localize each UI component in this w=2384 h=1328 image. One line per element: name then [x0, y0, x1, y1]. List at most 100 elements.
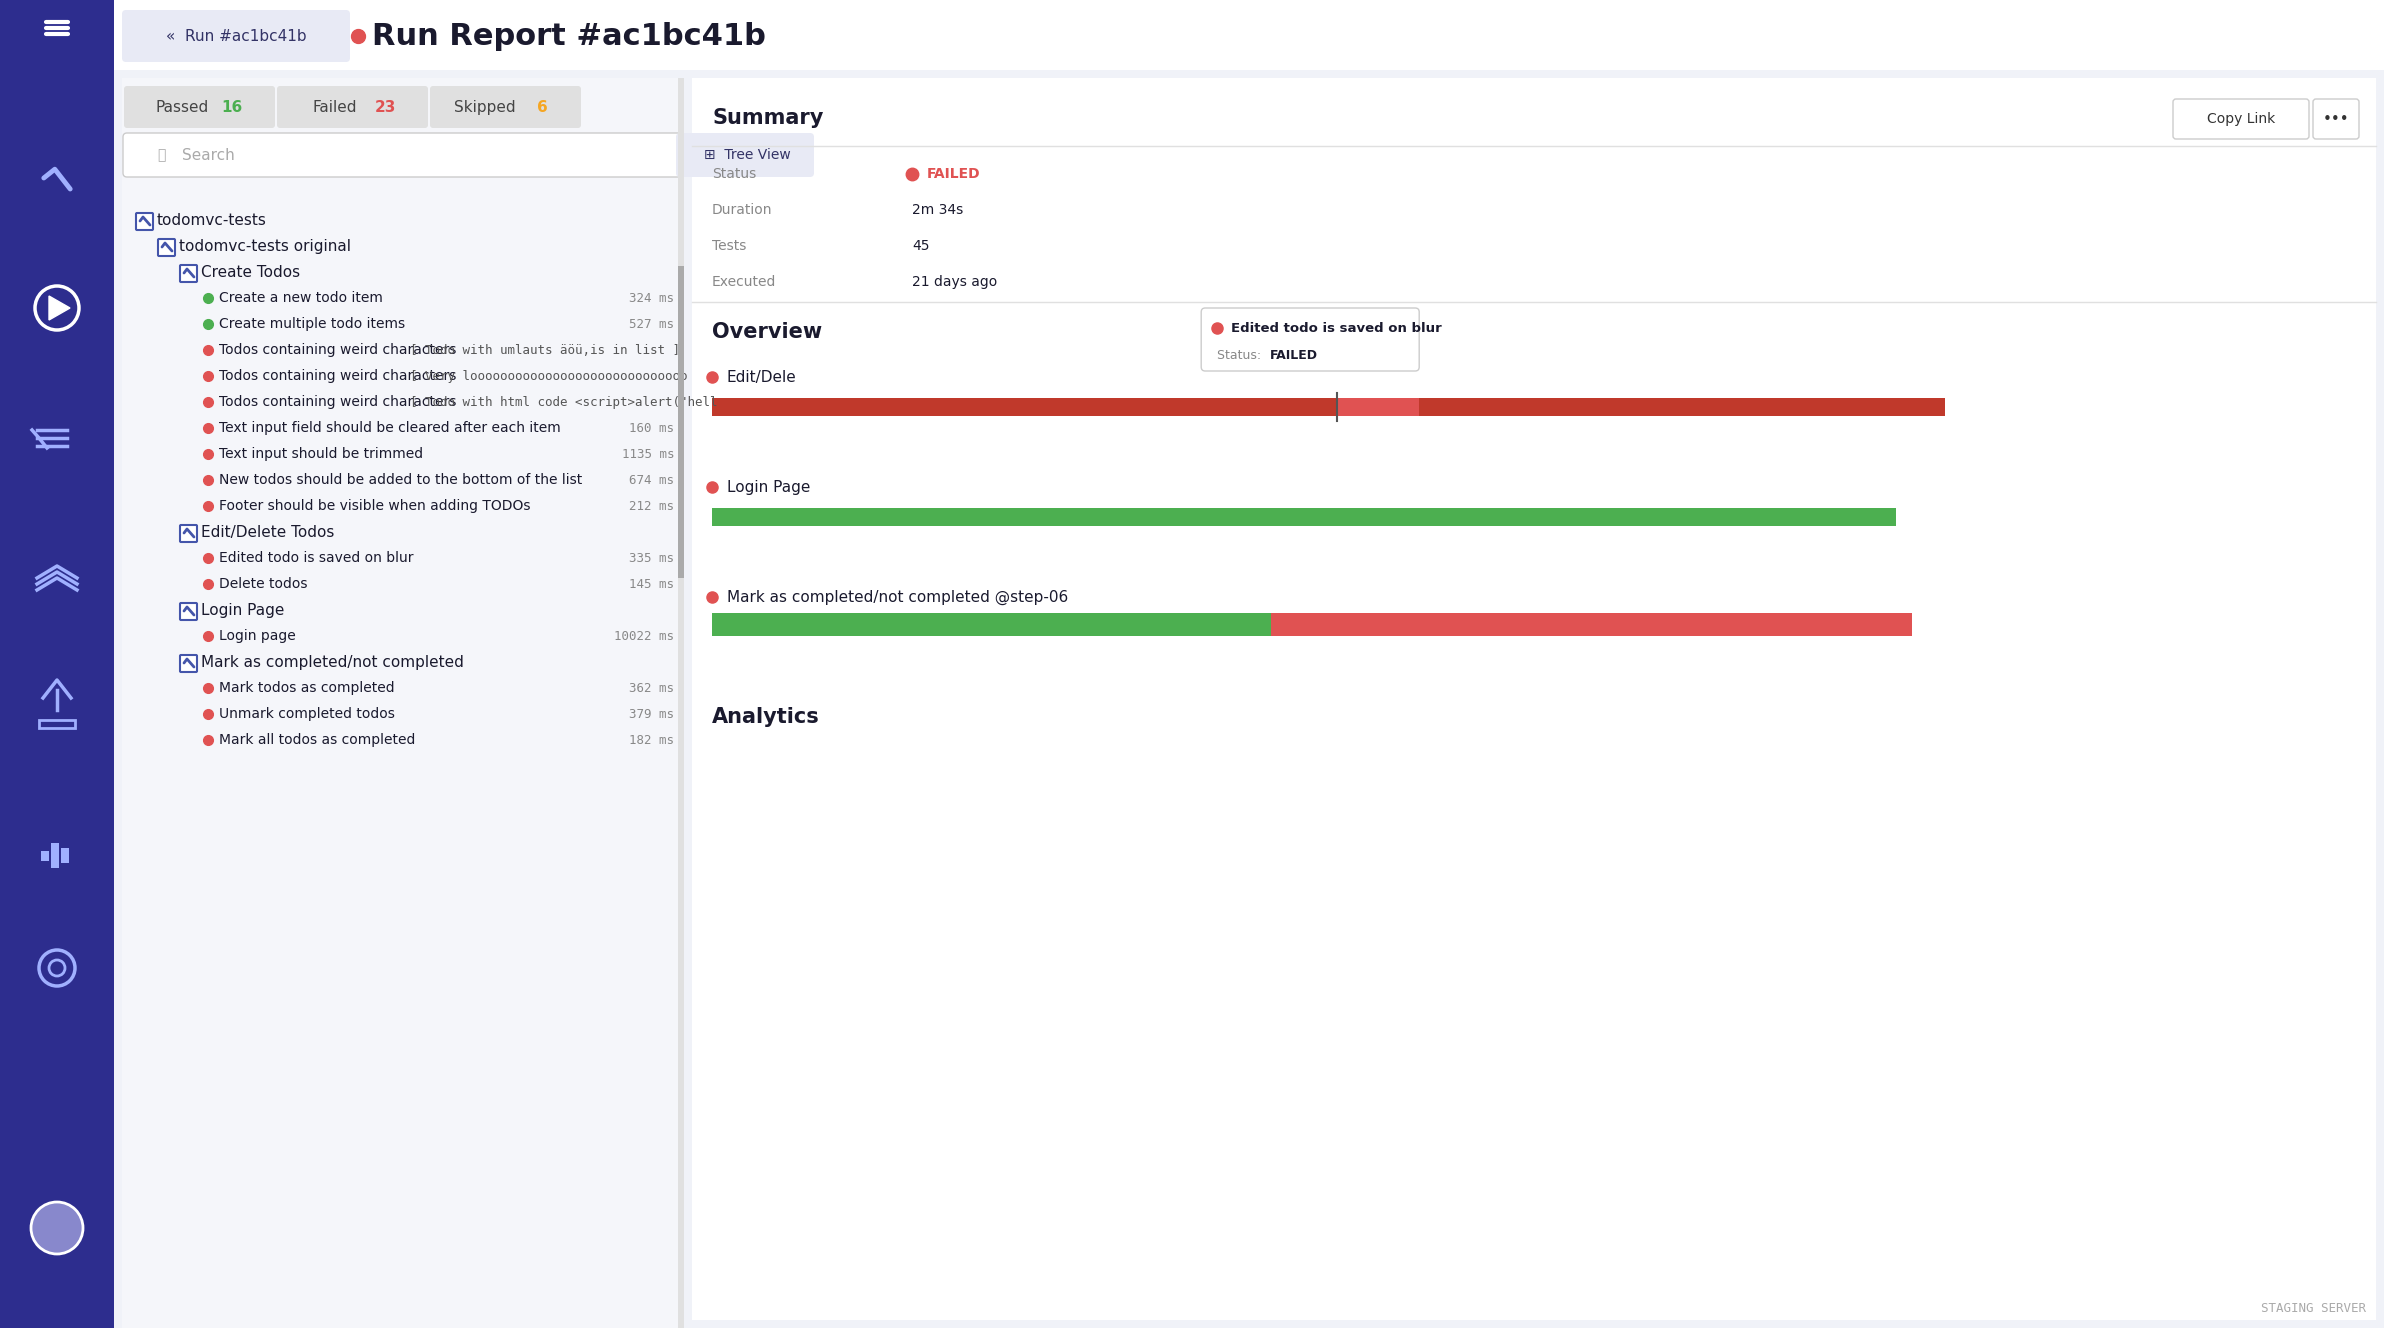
- FancyBboxPatch shape: [124, 133, 682, 177]
- Text: 212 ms: 212 ms: [629, 499, 675, 513]
- FancyBboxPatch shape: [122, 78, 682, 1328]
- Text: «  Run #ac1bc41b: « Run #ac1bc41b: [164, 28, 305, 44]
- Text: Edited todo is saved on blur: Edited todo is saved on blur: [1230, 321, 1442, 335]
- Text: Todos containing weird characters: Todos containing weird characters: [219, 394, 455, 409]
- FancyBboxPatch shape: [62, 849, 69, 863]
- FancyBboxPatch shape: [677, 78, 684, 1328]
- FancyBboxPatch shape: [181, 525, 198, 542]
- Text: Failed: Failed: [312, 100, 358, 114]
- Text: Search: Search: [181, 147, 234, 162]
- Text: 21 days ago: 21 days ago: [913, 275, 997, 290]
- Text: 145 ms: 145 ms: [629, 578, 675, 591]
- Text: Todos containing weird characters: Todos containing weird characters: [219, 343, 455, 357]
- FancyBboxPatch shape: [114, 0, 2384, 70]
- Text: 45: 45: [913, 239, 930, 254]
- Text: FAILED: FAILED: [927, 167, 980, 181]
- Text: 182 ms: 182 ms: [629, 733, 675, 746]
- Text: FAILED: FAILED: [1271, 348, 1318, 361]
- FancyBboxPatch shape: [691, 78, 2377, 1320]
- Text: Edited todo is saved on blur: Edited todo is saved on blur: [219, 551, 412, 564]
- Text: Login Page: Login Page: [727, 479, 811, 494]
- FancyBboxPatch shape: [2172, 100, 2310, 139]
- FancyBboxPatch shape: [1337, 398, 1418, 416]
- Text: 527 ms: 527 ms: [629, 317, 675, 331]
- Text: Delete todos: Delete todos: [219, 576, 308, 591]
- Text: Skipped: Skipped: [455, 100, 515, 114]
- Text: Edit/Delete Todos: Edit/Delete Todos: [200, 525, 334, 539]
- Text: Create a new todo item: Create a new todo item: [219, 291, 384, 305]
- Text: [ Todo with html code <script>alert("hell: [ Todo with html code <script>alert("hel…: [410, 396, 718, 409]
- Text: Analytics: Analytics: [713, 706, 820, 726]
- Text: Overview: Overview: [713, 321, 822, 343]
- Text: todomvc-tests: todomvc-tests: [157, 212, 267, 227]
- FancyBboxPatch shape: [713, 618, 1156, 636]
- Text: Tests: Tests: [713, 239, 746, 254]
- FancyBboxPatch shape: [157, 239, 174, 256]
- Text: STAGING SERVER: STAGING SERVER: [2260, 1301, 2365, 1315]
- Text: Unmark completed todos: Unmark completed todos: [219, 706, 396, 721]
- Text: todomvc-tests original: todomvc-tests original: [179, 239, 350, 254]
- Text: Mark all todos as completed: Mark all todos as completed: [219, 733, 415, 746]
- FancyBboxPatch shape: [181, 655, 198, 672]
- FancyBboxPatch shape: [136, 212, 153, 230]
- Text: 10022 ms: 10022 ms: [615, 629, 675, 643]
- FancyBboxPatch shape: [181, 266, 198, 282]
- Text: 6: 6: [536, 100, 548, 114]
- Text: Create Todos: Create Todos: [200, 264, 300, 279]
- Text: Status:: Status:: [1218, 348, 1266, 361]
- Polygon shape: [50, 296, 69, 320]
- FancyBboxPatch shape: [713, 614, 1156, 631]
- Text: 1135 ms: 1135 ms: [622, 448, 675, 461]
- FancyBboxPatch shape: [181, 603, 198, 620]
- Circle shape: [31, 1202, 83, 1254]
- FancyBboxPatch shape: [1271, 614, 1550, 631]
- Text: Edit/Dele: Edit/Dele: [727, 369, 796, 385]
- Text: [ Todo with umlauts äöü,is in list ]: [ Todo with umlauts äöü,is in list ]: [410, 344, 679, 356]
- FancyBboxPatch shape: [124, 86, 274, 127]
- Text: 160 ms: 160 ms: [629, 421, 675, 434]
- Text: Login page: Login page: [219, 629, 296, 643]
- Text: [ Very looooooooooooooooooooooooooooo: [ Very looooooooooooooooooooooooooooo: [410, 369, 689, 382]
- FancyBboxPatch shape: [1156, 618, 1271, 636]
- Text: Text input should be trimmed: Text input should be trimmed: [219, 448, 422, 461]
- Text: Login Page: Login Page: [200, 603, 284, 618]
- FancyBboxPatch shape: [429, 86, 582, 127]
- FancyBboxPatch shape: [713, 398, 1337, 416]
- FancyBboxPatch shape: [1418, 398, 1945, 416]
- Text: 16: 16: [222, 100, 243, 114]
- Text: Passed: Passed: [155, 100, 210, 114]
- Text: 379 ms: 379 ms: [629, 708, 675, 721]
- FancyBboxPatch shape: [677, 266, 684, 578]
- Text: Summary: Summary: [713, 108, 822, 127]
- FancyBboxPatch shape: [677, 133, 813, 177]
- Text: Mark as completed/not completed: Mark as completed/not completed: [200, 655, 465, 669]
- Text: •••: •••: [2322, 112, 2348, 126]
- Text: Footer should be visible when adding TODOs: Footer should be visible when adding TOD…: [219, 499, 532, 513]
- FancyBboxPatch shape: [1550, 614, 1912, 631]
- FancyBboxPatch shape: [122, 11, 350, 62]
- Text: Executed: Executed: [713, 275, 777, 290]
- Text: Mark as completed/not completed @step-06: Mark as completed/not completed @step-06: [727, 590, 1068, 604]
- FancyBboxPatch shape: [1202, 308, 1418, 371]
- FancyBboxPatch shape: [713, 509, 1895, 526]
- FancyBboxPatch shape: [41, 851, 50, 861]
- FancyBboxPatch shape: [50, 843, 60, 869]
- FancyBboxPatch shape: [1156, 614, 1271, 631]
- FancyBboxPatch shape: [114, 0, 2384, 1328]
- Text: Copy Link: Copy Link: [2208, 112, 2274, 126]
- Text: Create multiple todo items: Create multiple todo items: [219, 317, 405, 331]
- Text: Run Report #ac1bc41b: Run Report #ac1bc41b: [372, 21, 765, 50]
- FancyBboxPatch shape: [2312, 100, 2360, 139]
- Text: 324 ms: 324 ms: [629, 292, 675, 304]
- Text: New todos should be added to the bottom of the list: New todos should be added to the bottom …: [219, 473, 582, 487]
- Text: 2m 34s: 2m 34s: [913, 203, 963, 216]
- Text: Duration: Duration: [713, 203, 772, 216]
- Text: 335 ms: 335 ms: [629, 551, 675, 564]
- Text: 🔍: 🔍: [157, 147, 164, 162]
- FancyBboxPatch shape: [277, 86, 429, 127]
- Text: 362 ms: 362 ms: [629, 681, 675, 695]
- Text: Mark todos as completed: Mark todos as completed: [219, 681, 396, 695]
- Text: Text input field should be cleared after each item: Text input field should be cleared after…: [219, 421, 560, 436]
- Text: 674 ms: 674 ms: [629, 474, 675, 486]
- Text: Todos containing weird characters: Todos containing weird characters: [219, 369, 455, 382]
